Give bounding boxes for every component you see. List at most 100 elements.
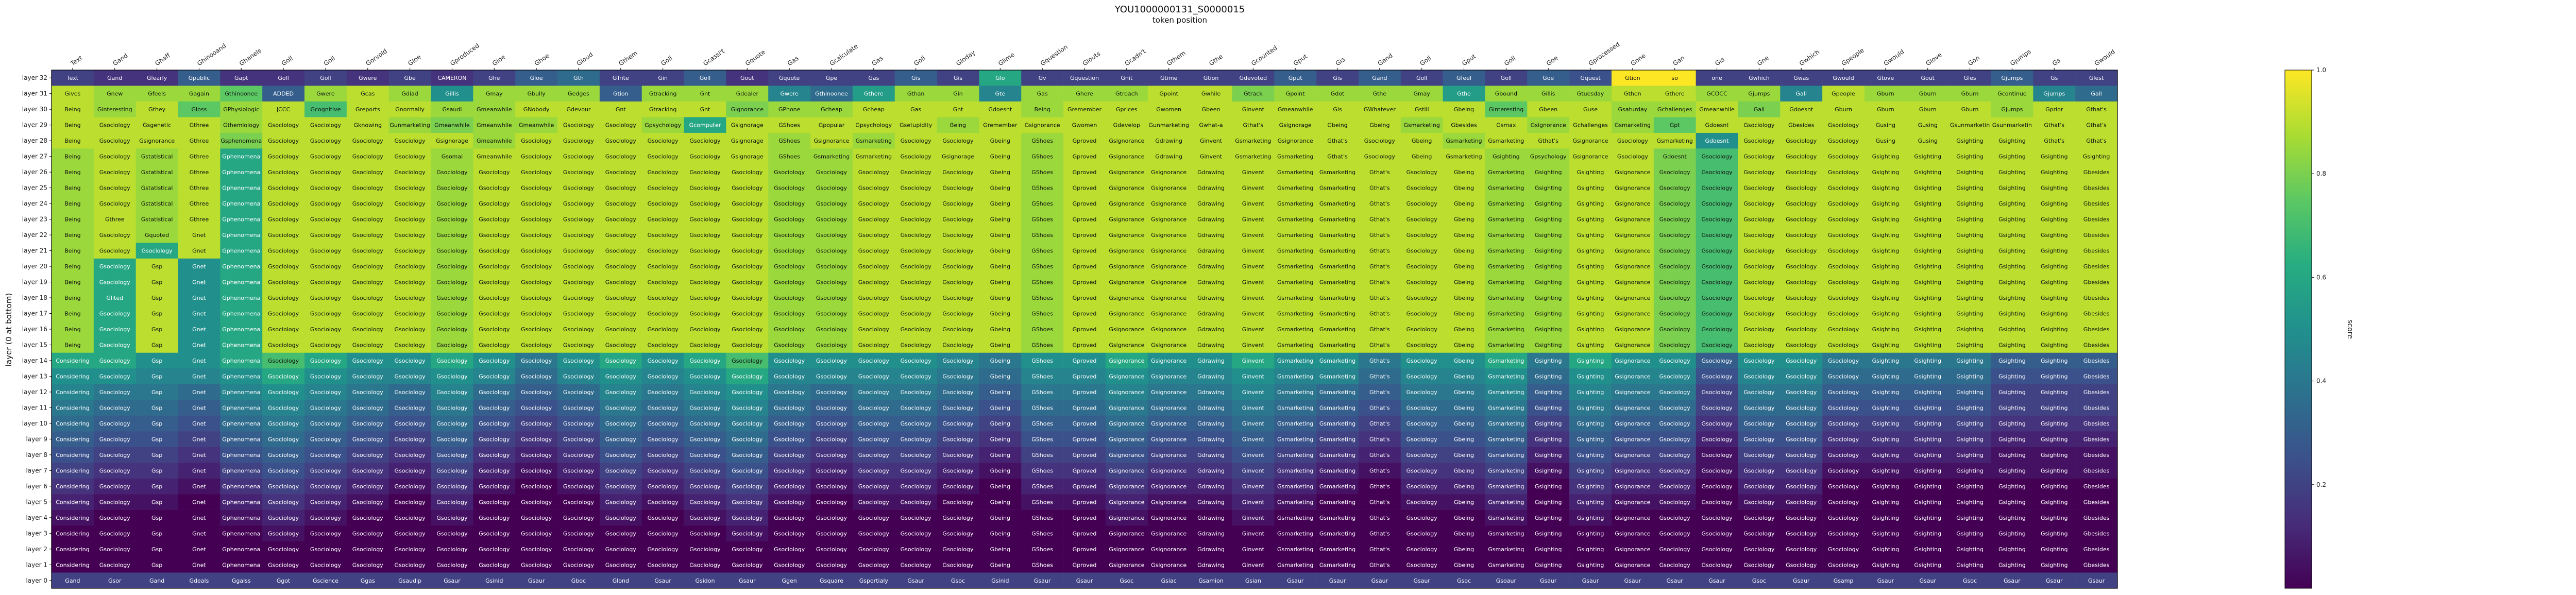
cell-token-label: Gsignorage	[1279, 122, 1312, 129]
cell-token-label: Gsociology	[99, 546, 131, 553]
cell-token-label: Gthat's	[1369, 311, 1390, 317]
cell-token-label: Gdrawing	[1197, 311, 1225, 317]
cell-token-label: GNobody	[523, 106, 550, 113]
cell-token-label: Gsociology	[521, 358, 552, 364]
heatmap-cell	[388, 70, 431, 86]
heatmap-cell	[979, 70, 1022, 86]
heatmap-cell	[1653, 180, 1696, 196]
cell-token-label: Gsighting	[1535, 326, 1562, 333]
cell-token-label: Ginvent	[1242, 185, 1265, 192]
cell-token-label: Gsociology	[563, 279, 595, 286]
cell-token-label: Gsighting	[1577, 216, 1604, 223]
heatmap-cell	[894, 70, 937, 86]
cell-token-label: Gsociology	[942, 562, 974, 568]
cell-token-label: Gsignorance	[1109, 389, 1144, 396]
cell-token-label: Gsociology	[1659, 562, 1691, 568]
cell-token-label: Gsociology	[1828, 326, 1859, 333]
heatmap-cell	[93, 117, 136, 133]
cell-token-label: Gnet	[192, 404, 206, 411]
cell-token-label: Gsighting	[2041, 263, 2068, 270]
cell-token-label: Gsighting	[1956, 515, 1984, 521]
cell-token-label: Gdrawing	[1197, 248, 1225, 254]
cell-token-label: Gdrawing	[1197, 530, 1225, 537]
cell-token-label: Gsociology	[648, 200, 679, 207]
cell-token-label: Gsociology	[1406, 169, 1438, 176]
cell-token-label: Gsociology	[1828, 452, 1859, 458]
heatmap-cell	[768, 132, 811, 149]
cell-token-label: Gsociology	[1786, 452, 1817, 458]
cell-token-label: Gsmarketing	[1277, 358, 1313, 364]
cell-token-label: Gpublic	[189, 75, 210, 81]
cell-token-label: Gsmarketing	[856, 138, 892, 144]
heatmap-cell	[93, 180, 136, 196]
cell-token-label: Being	[1034, 106, 1050, 113]
cell-token-label: Gsignorance	[1109, 311, 1144, 317]
cell-token-label: Gquote	[779, 75, 800, 81]
cell-token-label: Gsighting	[2041, 295, 2068, 301]
cell-token-label: Gsignorance	[1151, 358, 1187, 364]
heatmap-cell	[937, 164, 979, 180]
cell-token-label: Gsociology	[1828, 295, 1859, 301]
cell-token-label: Gsociology	[479, 232, 510, 239]
cell-token-label: Gsociology	[774, 483, 805, 490]
cell-token-label: Gand	[149, 577, 164, 584]
heatmap-cell	[1021, 148, 1064, 165]
cell-token-label: Gsmarketing	[1488, 483, 1524, 490]
heatmap-cell	[1569, 180, 1612, 196]
cell-token-label: Ginvent	[1242, 515, 1265, 521]
cell-token-label: Gsociology	[521, 185, 552, 192]
heatmap-cell	[726, 117, 769, 133]
cell-token-label: Gsaur	[1034, 577, 1051, 584]
heatmap-cell	[2033, 132, 2076, 149]
cell-token-label: Gsociology	[1701, 358, 1733, 364]
heatmap-cell	[810, 180, 853, 196]
cell-token-label: Gsignorance	[1151, 404, 1187, 411]
heatmap-cell	[220, 101, 263, 117]
cell-token-label: Gsighting	[2041, 467, 2068, 474]
cell-token-label: Gsociology	[436, 342, 468, 348]
cell-token-label: Gsociology	[479, 200, 510, 207]
cell-token-label: Gsociology	[268, 420, 299, 427]
cell-token-label: Gsmarketing	[1235, 154, 1271, 160]
colorbar-tick-label: 0.4	[2316, 378, 2326, 385]
cell-token-label: Gsmarketing	[1319, 436, 1355, 443]
cell-token-label: Gsociology	[942, 530, 974, 537]
cell-token-label: Gsmarketing	[1277, 248, 1313, 254]
cell-token-label: Gsmarketing	[1488, 279, 1524, 286]
cell-token-label: Gsociology	[774, 200, 805, 207]
cell-token-label: Gsociology	[479, 530, 510, 537]
heatmap-cell	[641, 195, 684, 212]
cell-token-label: Gsignorance	[1615, 185, 1650, 192]
cell-token-label: Gsociology	[1828, 515, 1859, 521]
heatmap-cell	[1991, 117, 2033, 133]
cell-token-label: Gproved	[1073, 232, 1097, 239]
heatmap-cell	[1443, 180, 1485, 196]
cell-token-label: Gsighting	[1872, 546, 1900, 553]
cell-token-label: Gsmarketing	[1488, 248, 1524, 254]
heatmap-cell	[1485, 117, 1528, 133]
heatmap-cell	[473, 117, 516, 133]
cell-token-label: Gsighting	[1956, 358, 1984, 364]
cell-token-label: Gsignorance	[1151, 483, 1187, 490]
heatmap-cell	[852, 164, 895, 180]
x-tick-label: Goll	[659, 55, 673, 67]
cell-token-label: Gsociology	[732, 248, 763, 254]
cell-token-label: Gknowing	[353, 122, 382, 129]
cell-token-label: Gdrawing	[1197, 373, 1225, 380]
cell-token-label: Gsighting	[1956, 263, 1984, 270]
cell-token-label: Gsmarketing	[1277, 467, 1313, 474]
cell-token-label: Gsociology	[436, 404, 468, 411]
cell-token-label: Gbeing	[1454, 483, 1474, 490]
cell-token-label: Gbesides	[2083, 200, 2110, 207]
cell-token-label: Gsociology	[1828, 185, 1859, 192]
cell-token-label: Gbeing	[990, 154, 1010, 160]
cell-token-label: Gsociology	[816, 499, 848, 505]
heatmap-cell	[1105, 180, 1148, 196]
heatmap-cell	[178, 164, 221, 180]
cell-token-label: Gsociology	[563, 530, 595, 537]
cell-token-label: Gsmarketing	[1319, 216, 1355, 223]
cell-token-label: Gbeing	[990, 373, 1010, 380]
cell-token-label: Gsociology	[901, 248, 932, 254]
x-tick-label: Gcadn't	[1124, 47, 1147, 67]
cell-token-label: Gsociology	[858, 483, 890, 490]
